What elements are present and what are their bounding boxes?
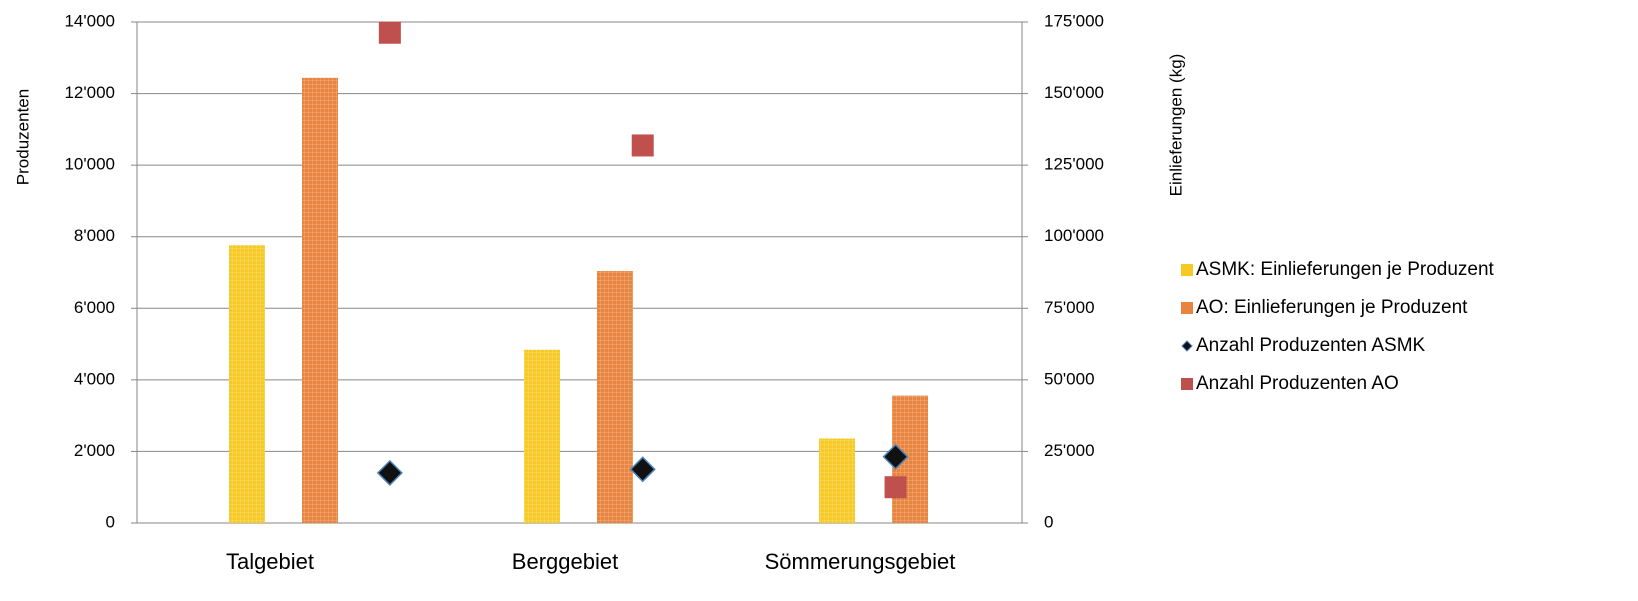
y-tick-label: 10'000 — [64, 155, 115, 174]
legend-swatch — [1181, 340, 1193, 352]
y2-tick-label: 0 — [1044, 512, 1053, 531]
y2-tick-label: 75'000 — [1044, 298, 1095, 317]
legend-swatch — [1181, 302, 1193, 314]
legend-swatch — [1181, 378, 1193, 390]
y-tick-label: 8'000 — [74, 226, 115, 245]
legend-label: Anzahl Produzenten AO — [1196, 373, 1399, 394]
y-axis-title: Produzenten — [13, 89, 32, 185]
legend-label: AO: Einlieferungen je Produzent — [1196, 297, 1468, 318]
y-tick-label: 4'000 — [74, 369, 115, 388]
legend-label: ASMK: Einlieferungen je Produzent — [1196, 259, 1495, 280]
y2-tick-label: 150'000 — [1044, 83, 1104, 102]
y-tick-label: 14'000 — [64, 11, 115, 30]
bar-texture — [597, 271, 633, 523]
y-tick-label: 2'000 — [74, 441, 115, 460]
y-tick-label: 6'000 — [74, 298, 115, 317]
x-tick-label: Talgebiet — [226, 549, 314, 574]
y2-tick-label: 175'000 — [1044, 11, 1104, 30]
bar-texture — [302, 77, 338, 523]
y-tick-label: 0 — [106, 512, 115, 531]
y2-tick-label: 100'000 — [1044, 226, 1104, 245]
marker — [884, 476, 907, 499]
bar-texture — [524, 349, 560, 523]
bar-texture — [229, 245, 265, 523]
legend-swatch — [1181, 264, 1193, 276]
marker — [882, 443, 909, 470]
marker — [631, 134, 654, 157]
marker — [629, 456, 656, 483]
y-tick-label: 12'000 — [64, 83, 115, 102]
x-tick-label: Berggebiet — [512, 549, 618, 574]
marker — [376, 459, 403, 486]
legend-label: Anzahl Produzenten ASMK — [1196, 335, 1426, 356]
y2-tick-label: 50'000 — [1044, 369, 1095, 388]
y2-tick-label: 125'000 — [1044, 155, 1104, 174]
marker — [378, 21, 401, 44]
y2-tick-label: 25'000 — [1044, 441, 1095, 460]
bar-texture — [819, 438, 855, 523]
x-tick-label: Sömmerungsgebiet — [765, 549, 956, 574]
y2-axis-title: Einlieferungen (kg) — [1166, 54, 1185, 197]
